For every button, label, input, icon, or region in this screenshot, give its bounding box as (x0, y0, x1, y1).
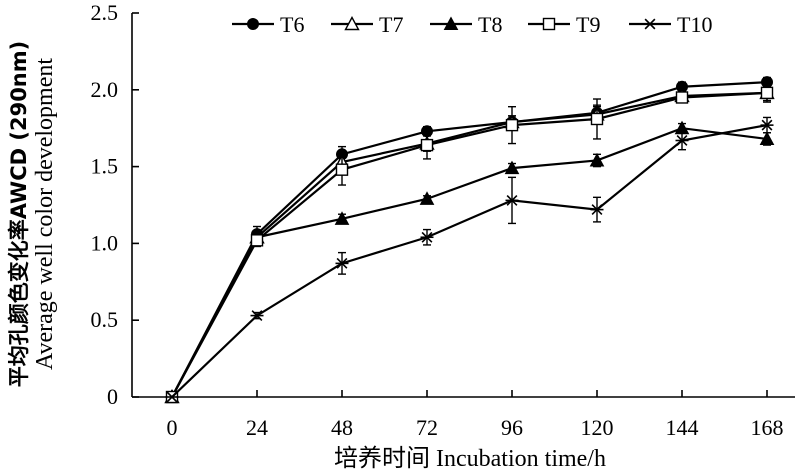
data-point-t10 (590, 204, 604, 216)
asterisk-stroke (421, 231, 433, 243)
data-point-t9 (760, 86, 774, 100)
axes: 0 0.5 1.0 1.5 2.0 2.5 0 24 48 72 96 120 144 168 (91, 0, 795, 440)
legend-item-t9: T9 (528, 12, 600, 37)
series-line-t10 (171, 124, 768, 398)
data-point-t9 (505, 118, 519, 132)
data-point-t10 (675, 135, 689, 146)
asterisk-stroke (166, 391, 178, 403)
data-point-t10 (760, 119, 774, 131)
series-line-t6 (171, 81, 768, 398)
y-tick-label: 1.0 (91, 230, 119, 255)
x-tick-label: 168 (751, 415, 784, 440)
series-line-t7 (171, 91, 768, 398)
legend-marker-t9 (542, 17, 556, 31)
series-t10 (165, 116, 774, 403)
asterisk-stroke (506, 194, 518, 206)
data-point-t9 (590, 112, 604, 126)
y-tick-label: 0 (107, 384, 118, 409)
legend-item-t6: T6 (232, 12, 304, 37)
y-tick-label: 0.5 (91, 307, 119, 332)
y-tick-label: 2.5 (91, 0, 119, 25)
data-point-t9 (675, 91, 689, 104)
series-t8 (164, 120, 775, 403)
plot-area (164, 76, 775, 404)
x-tick-label: 120 (581, 415, 614, 440)
data-point-t10 (165, 391, 179, 403)
legend-marker-t6 (247, 18, 259, 30)
series-line-t9 (171, 91, 768, 398)
y-axis-title-line1: 平均孔颜色变化率AWCD (290nm) (7, 41, 31, 388)
legend-marker-t8 (443, 16, 459, 30)
y-tick-label: 2.0 (91, 77, 119, 102)
x-axis-title: 培养时间 Incubation time/h (334, 445, 606, 472)
asterisk-stroke (676, 135, 688, 146)
legend-item-t10: T10 (629, 12, 712, 37)
legend-label-t9: T9 (576, 12, 600, 37)
legend-label-t8: T8 (478, 12, 502, 37)
x-tick-label: 72 (416, 415, 438, 440)
legend-label-t6: T6 (280, 12, 304, 37)
data-point-t8 (334, 211, 350, 225)
x-tick-label: 96 (501, 415, 523, 440)
legend-marker-t7 (344, 16, 360, 31)
legend-label-t7: T7 (379, 12, 403, 37)
data-point-t9 (335, 163, 349, 176)
x-tick-label: 24 (246, 415, 268, 440)
y-axis-title: 平均孔颜色变化率AWCD (290nm) Average well color … (7, 41, 58, 388)
legend-marker-t10 (643, 18, 657, 30)
asterisk-stroke (336, 257, 348, 269)
x-tick-label: 0 (167, 415, 178, 440)
y-axis-title-line2: Average well color development (32, 58, 58, 370)
data-point-t9 (420, 138, 434, 152)
legend-item-t8: T8 (430, 12, 502, 37)
x-tick-label: 48 (331, 415, 353, 440)
data-point-t8 (589, 152, 605, 167)
data-point-t8 (419, 191, 435, 205)
data-point-t9 (250, 234, 264, 247)
legend-label-t10: T10 (677, 12, 712, 37)
data-point-t8 (504, 160, 520, 175)
data-point-t10 (420, 231, 434, 243)
data-point-t10 (335, 257, 349, 269)
asterisk-stroke (644, 18, 656, 30)
data-point-t10 (505, 194, 519, 206)
legend: T6 T7 T8 T9 T10 (232, 12, 712, 37)
y-tick-label: 1.5 (91, 154, 119, 179)
asterisk-stroke (591, 204, 603, 216)
data-point-t8 (759, 131, 775, 145)
asterisk-stroke (251, 310, 263, 322)
asterisk-stroke (761, 119, 773, 131)
x-tick-label: 144 (666, 415, 699, 440)
series-line-t8 (171, 127, 768, 398)
data-point-t10 (250, 310, 264, 322)
legend-item-t7: T7 (331, 12, 403, 37)
